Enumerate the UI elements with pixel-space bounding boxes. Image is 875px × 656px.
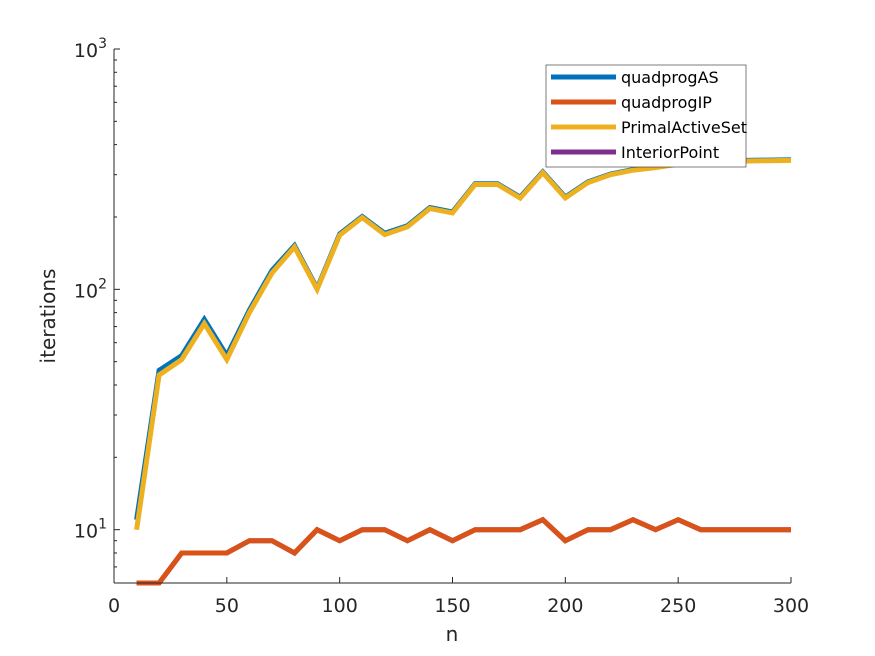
x-tick-label: 0 [108,595,120,617]
x-ticks: 0 50 100 150 200 250 300 [108,577,809,617]
y-tick-label: 101 [74,517,107,543]
y-axis-label: iterations [36,269,60,364]
y-tick-label: 102 [74,276,107,302]
y-tick-base: 10 [74,40,98,62]
legend-label-quadprogAS: quadprogAS [621,68,719,87]
y-tick-label: 103 [74,36,107,62]
series-line-quadprogIP [136,516,791,586]
x-tick-label: 150 [434,595,470,617]
y-tick-exponent: 3 [98,36,107,52]
y-tick-exponent: 2 [98,276,107,292]
x-axis-label: n [446,622,459,646]
x-tick-label: 300 [773,595,809,617]
legend-label-PrimalActiveSet: PrimalActiveSet [621,118,747,137]
legend-label-InteriorPoint: InteriorPoint [621,143,719,162]
y-tick-base: 10 [74,280,98,302]
x-tick-label: 200 [547,595,583,617]
legend-label-quadprogIP: quadprogIP [621,93,712,112]
x-tick-label: 100 [322,595,358,617]
y-tick-exponent: 1 [98,517,107,533]
y-tick-base: 10 [74,521,98,543]
x-tick-label: 250 [660,595,696,617]
x-tick-label: 50 [215,595,239,617]
legend: quadprogAS quadprogIP PrimalActiveSet Inter… [545,64,747,168]
